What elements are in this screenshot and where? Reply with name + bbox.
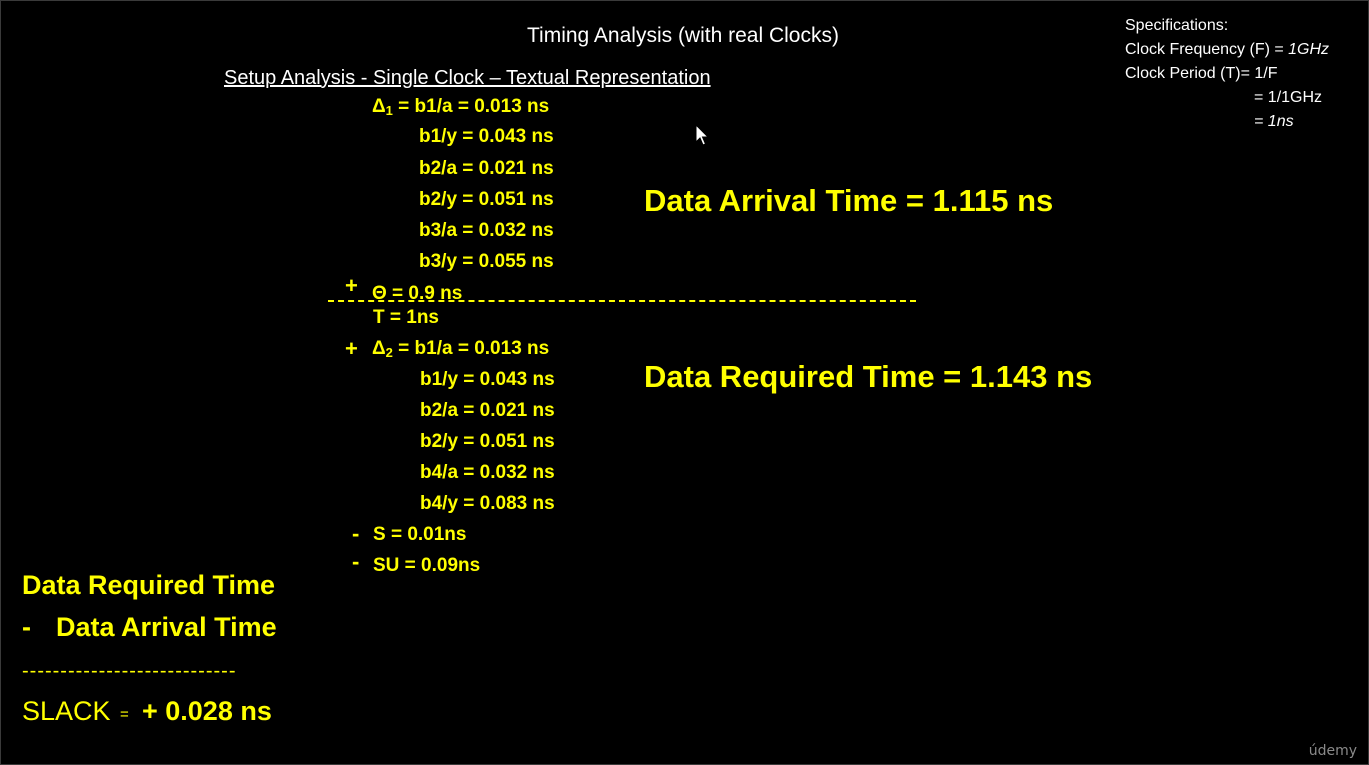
minus-sign: -: [352, 521, 360, 546]
required-first-value: = b1/a = 0.013 ns: [392, 338, 550, 359]
spec-heading: Specifications:: [1125, 17, 1229, 34]
data-arrival-time: Data Arrival Time = 1.115 ns: [644, 183, 1054, 218]
slack-label: SLACK: [22, 696, 111, 726]
spec-period-value: 1ns: [1267, 113, 1294, 130]
required-line: b4/y = 0.083 ns: [420, 493, 555, 514]
spec-period-step: = 1/1GHz: [1254, 89, 1323, 106]
summary-required-label: Data Required Time: [22, 570, 276, 600]
skew-line: S = 0.01ns: [373, 524, 467, 545]
arrival-line: b3/a = 0.032 ns: [419, 220, 554, 241]
delta-symbol: Δ: [372, 96, 386, 117]
arrival-line: b2/y = 0.051 ns: [419, 189, 554, 210]
period-line: T = 1ns: [373, 307, 439, 328]
specifications-panel: Specifications: Clock Frequency (F) = 1G…: [1125, 14, 1329, 134]
summary-divider: ----------------------------: [22, 660, 237, 682]
summary-minus: -: [22, 612, 31, 642]
spec-frequency: Clock Frequency (F) = 1GHz: [1125, 38, 1329, 62]
arrival-line: b3/y = 0.055 ns: [419, 251, 554, 272]
arrival-line: b1/y = 0.043 ns: [419, 126, 554, 147]
spec-period-prefix: =: [1254, 113, 1268, 130]
dashed-divider: [328, 300, 916, 302]
mouse-pointer-icon: [695, 124, 709, 146]
minus-sign: -: [352, 549, 360, 574]
setup-line: SU = 0.09ns: [373, 555, 481, 576]
spec-period: Clock Period (T)= 1/F: [1125, 65, 1278, 82]
required-line: b4/a = 0.032 ns: [420, 462, 555, 483]
required-line: b2/a = 0.021 ns: [420, 400, 555, 421]
arrival-first-value: = b1/a = 0.013 ns: [392, 96, 550, 117]
plus-sign: +: [345, 336, 358, 361]
required-line: b1/y = 0.043 ns: [420, 369, 555, 390]
slide-subtitle: Setup Analysis - Single Clock – Textual …: [224, 67, 711, 89]
summary-arrival-label: Data Arrival Time: [56, 612, 277, 642]
slide-title: Timing Analysis (with real Clocks): [527, 24, 839, 47]
slack-value: + 0.028 ns: [142, 696, 272, 726]
delta-subscript: 2: [385, 345, 393, 360]
spec-period-result: = 1ns: [1125, 110, 1329, 134]
data-required-time: Data Required Time = 1.143 ns: [644, 359, 1093, 394]
slack-equals: =: [120, 706, 129, 723]
spec-frequency-value: 1GHz: [1288, 41, 1330, 58]
delta-symbol: Δ: [372, 338, 386, 359]
udemy-watermark: údemy: [1308, 743, 1357, 759]
delta-subscript: 1: [385, 103, 393, 118]
theta-line: Θ = 0.9 ns: [372, 283, 463, 304]
required-delta-line: Δ2 = b1/a = 0.013 ns: [372, 338, 549, 360]
arrival-line: b2/a = 0.021 ns: [419, 158, 554, 179]
required-line: b2/y = 0.051 ns: [420, 431, 555, 452]
spec-frequency-label: Clock Frequency (F) =: [1125, 41, 1289, 58]
arrival-delta-line: Δ1 = b1/a = 0.013 ns: [372, 96, 549, 118]
plus-sign: +: [345, 273, 358, 298]
